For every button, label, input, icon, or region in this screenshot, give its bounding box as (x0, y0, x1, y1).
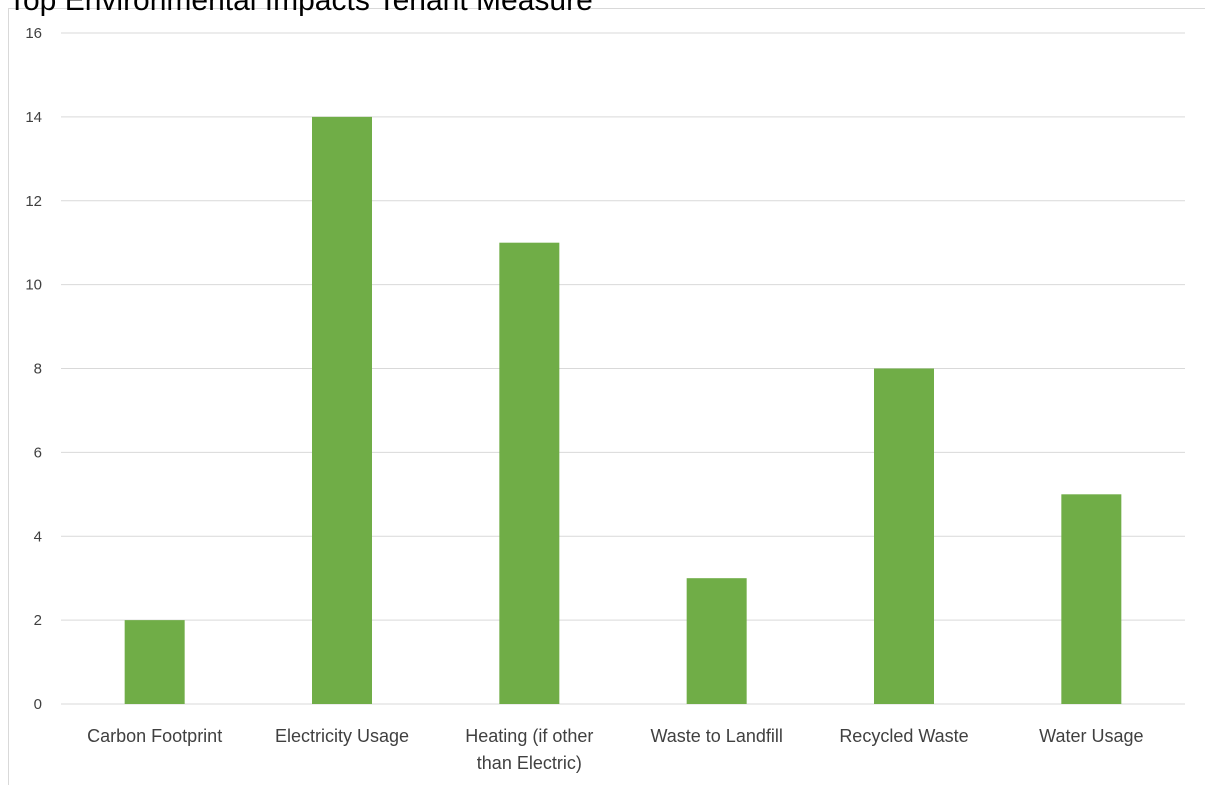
y-tick-label: 2 (34, 612, 42, 629)
y-tick-label: 8 (34, 361, 42, 378)
y-tick-label: 12 (25, 193, 42, 210)
bar (874, 368, 934, 704)
bar (1061, 494, 1122, 704)
x-category-label: than Electric) (477, 753, 582, 773)
x-category-label: Waste to Landfill (650, 726, 782, 746)
y-tick-label: 10 (25, 277, 42, 294)
x-category-label: Water Usage (1039, 726, 1143, 746)
y-tick-label: 6 (34, 444, 42, 461)
x-category-label: Recycled Waste (839, 726, 968, 746)
bar (499, 242, 560, 704)
x-category-label: Electricity Usage (275, 726, 409, 746)
bar (686, 578, 747, 704)
bar (312, 116, 372, 704)
y-tick-label: 4 (34, 528, 42, 545)
chart-area (8, 8, 1205, 785)
y-tick-label: 0 (34, 696, 42, 713)
chart-title: Top Environmental Impacts Tenant Measure (8, 0, 593, 17)
y-tick-label: 14 (25, 109, 42, 126)
bar (124, 620, 185, 704)
x-category-label: Carbon Footprint (87, 726, 222, 746)
y-tick-label: 16 (25, 25, 42, 42)
x-category-label: Heating (if other (465, 726, 593, 746)
